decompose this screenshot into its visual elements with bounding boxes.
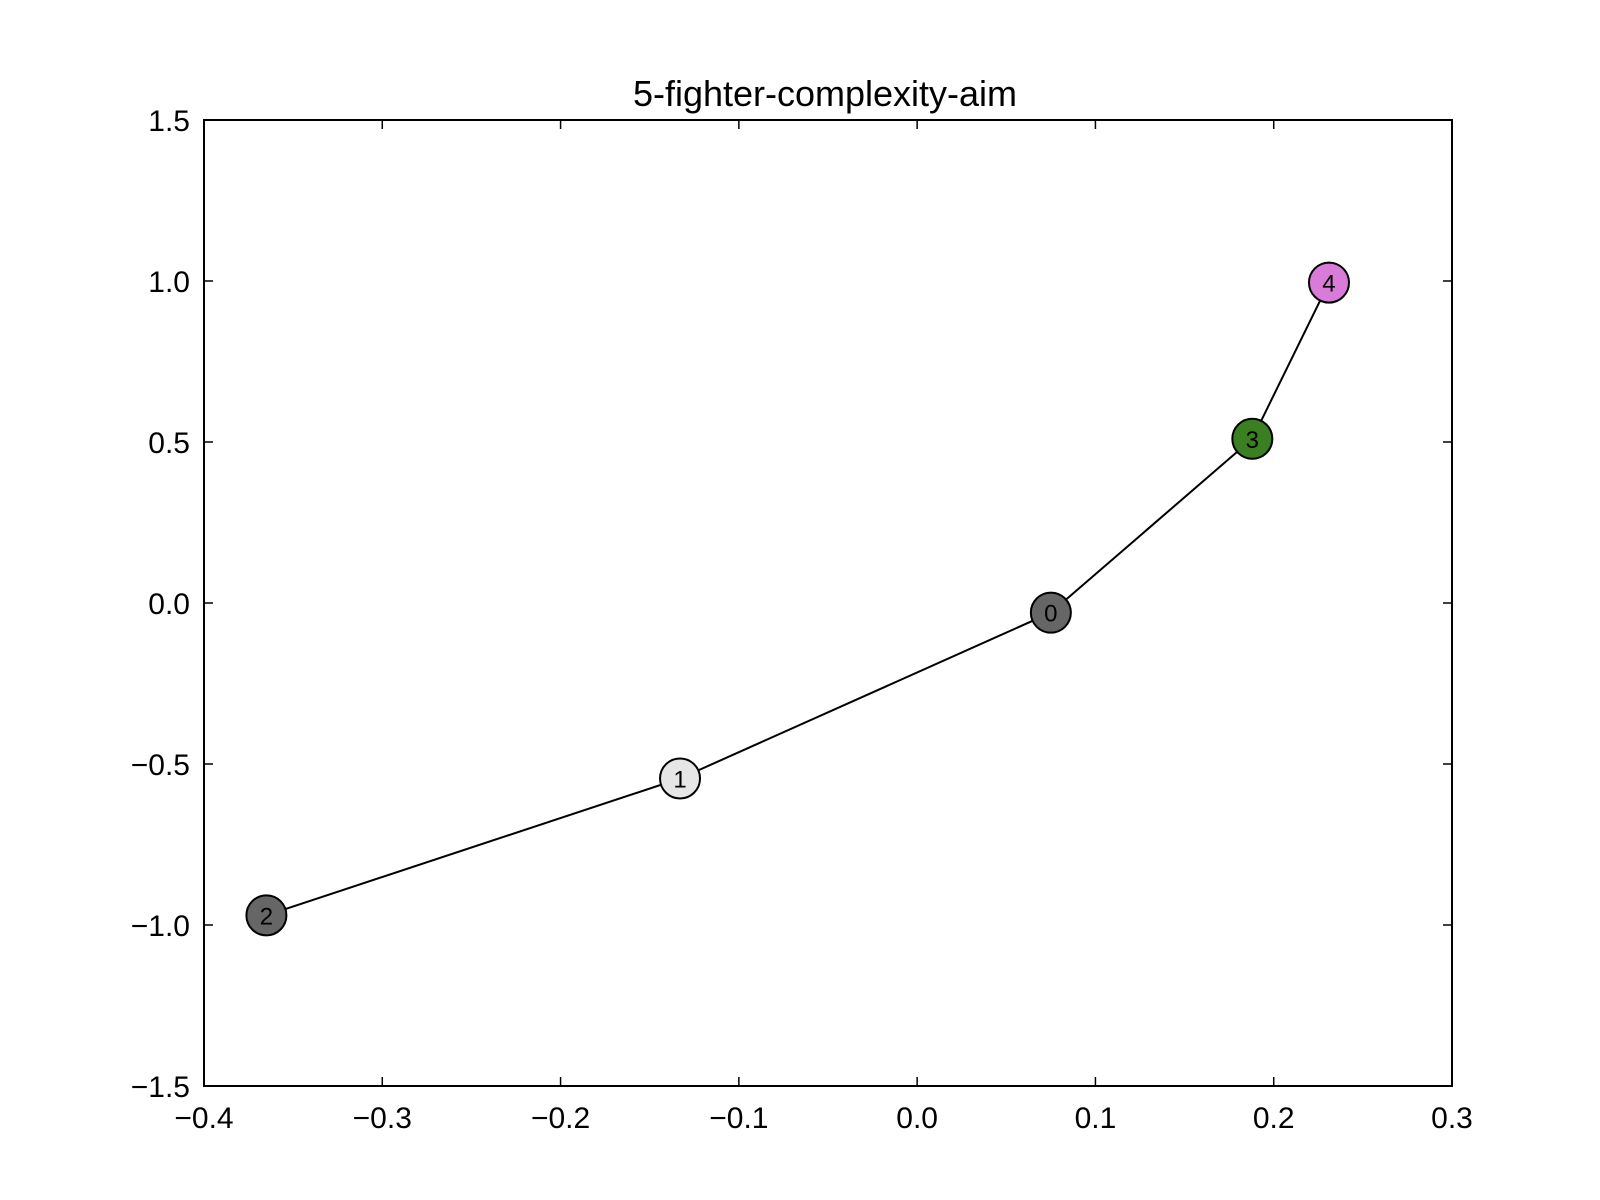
node-marker [1307,261,1350,304]
node-label: 3 [1246,427,1259,454]
x-tick-label: −0.4 [174,1102,233,1135]
node-label: 4 [1322,271,1335,298]
x-tick-label: 0.2 [1253,1102,1295,1135]
edges-layer [266,282,1330,917]
y-tick-label: 0.0 [148,588,190,621]
node-marker [245,894,288,937]
x-tick-label: −0.2 [531,1102,590,1135]
x-tick-label: −0.3 [353,1102,412,1135]
edge-3-4 [1251,282,1330,440]
edge-1-0 [679,611,1052,780]
y-tick-label: 1.5 [148,105,190,138]
chart-title: 5-fighter-complexity-aim [633,73,1017,114]
edge-2-1 [266,777,681,917]
y-tick-label: −1.0 [131,910,190,943]
node-marker [1029,591,1072,634]
node-marker [1231,417,1274,460]
ticks-layer: −0.4 −0.3 −0.2 −0.1 0.0 0.1 0.2 0.3 −1.5 −1.0 −0.5… [131,105,1473,1135]
node-3: 3 [1231,417,1274,460]
node-0: 0 [1029,591,1072,634]
x-tick-label: 0.3 [1431,1102,1473,1135]
node-4: 4 [1307,261,1350,304]
node-label: 2 [260,903,273,930]
x-tick-label: 0.1 [1075,1102,1117,1135]
node-marker [659,757,702,800]
x-tick-label: −0.1 [709,1102,768,1135]
y-tick-label: 0.5 [148,427,190,460]
nodes-layer: 0 1 2 3 4 [245,261,1350,937]
node-2: 2 [245,894,288,937]
x-tick-label: 0.0 [896,1102,938,1135]
y-tick-label: 1.0 [148,266,190,299]
y-tick-label: −1.5 [131,1071,190,1104]
y-tick-label: −0.5 [131,749,190,782]
node-label: 0 [1044,601,1057,628]
edge-0-3 [1050,438,1253,614]
node-label: 1 [673,766,686,793]
node-1: 1 [659,757,702,800]
plot-frame [203,119,1453,1087]
